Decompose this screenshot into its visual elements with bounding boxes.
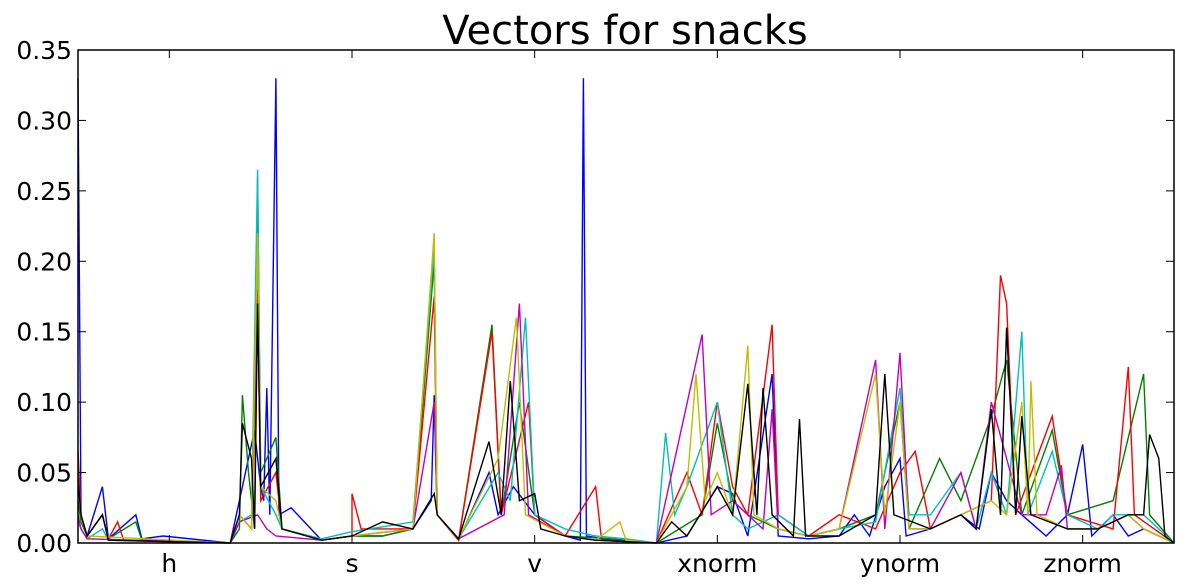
x-tick-label: ynorm: [860, 549, 940, 578]
plot-frame: [77, 49, 1175, 544]
x-tick-label: h: [161, 549, 177, 578]
x-axis: h s v xnorm ynorm znorm: [161, 50, 1122, 578]
y-axis: 0.00 0.05 0.10 0.15 0.20 0.25 0.30 0.35: [16, 36, 1174, 558]
x-tick-label: znorm: [1043, 549, 1121, 578]
x-tick-label: v: [527, 549, 542, 578]
series-line: [77, 303, 1175, 544]
x-tick-label: xnorm: [677, 549, 757, 578]
chart-title: Vectors for snacks: [442, 8, 807, 54]
y-tick-label: 0.35: [16, 36, 72, 65]
y-tick-label: 0.00: [16, 529, 72, 558]
y-tick-label: 0.15: [16, 318, 72, 347]
series-line: [77, 233, 1175, 544]
y-tick-label: 0.25: [16, 177, 72, 206]
x-tick-label: s: [345, 549, 358, 578]
y-tick-label: 0.10: [16, 388, 72, 417]
y-tick-label: 0.05: [16, 459, 72, 488]
series-layer: [77, 78, 1175, 544]
y-tick-label: 0.20: [16, 247, 72, 276]
y-tick-label: 0.30: [16, 106, 72, 135]
